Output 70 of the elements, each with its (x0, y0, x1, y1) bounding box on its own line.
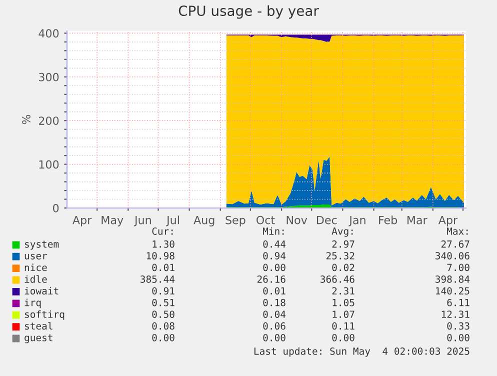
text: 0.00 (263, 264, 286, 272)
text: 0.06 (263, 322, 286, 330)
text: 0.00 (332, 334, 354, 342)
text: 398.84 (436, 275, 470, 283)
text: 366.46 (320, 275, 354, 283)
text: 0.00 (263, 334, 286, 342)
y-tick-label: 400 (38, 29, 59, 38)
text: 0.11 (332, 322, 354, 330)
text: Max: (446, 228, 468, 235)
x-tick-label: Sep (226, 216, 246, 226)
x-tick-label: Jan (348, 216, 366, 226)
text: Last update: Sun May 4 02:00:03 2025 (254, 347, 470, 357)
text: 12.31 (442, 310, 470, 318)
legend-label: softirq (25, 310, 64, 320)
y-tick-label: 100 (39, 160, 59, 169)
x-tick-label: Jun (134, 216, 151, 226)
text: Cur: (152, 227, 173, 235)
legend-label: steal (25, 322, 52, 330)
legend-label: idle (24, 275, 47, 283)
x-tick-label: Apr (72, 216, 92, 226)
text: 2.97 (332, 240, 354, 248)
text: 0.00 (152, 334, 174, 342)
text: 10.98 (146, 252, 174, 260)
text: 26.16 (257, 275, 286, 283)
text: 6.11 (447, 298, 470, 306)
legend-label: system (25, 240, 59, 250)
text: 1.30 (152, 240, 174, 248)
legend-label: user (24, 254, 48, 260)
y-tick-label: 200 (38, 116, 59, 125)
text: 0.04 (263, 310, 286, 318)
text: 340.06 (436, 252, 470, 260)
text: 0.01 (152, 264, 174, 272)
text: 0.01 (263, 287, 286, 295)
y-tick-label: 0 (53, 204, 59, 212)
legend-label: nice (24, 264, 47, 272)
text: 0.33 (447, 322, 470, 330)
text: 0.44 (263, 240, 286, 248)
x-tick-label: Nov (286, 216, 308, 224)
text: 2.31 (332, 287, 354, 295)
text: 0.18 (263, 298, 286, 306)
x-tick-label: Jul (166, 216, 179, 226)
text: 0.02 (332, 264, 354, 272)
text: 385.44 (140, 275, 175, 283)
x-tick-label: Mar (407, 216, 428, 224)
text: 25.32 (326, 252, 354, 260)
legend-label: guest (24, 334, 52, 344)
x-tick-label: Feb (379, 216, 398, 224)
text: 1.05 (332, 298, 354, 306)
x-tick-label: Aug (194, 216, 214, 226)
legend-label: irq (24, 298, 41, 308)
text: 0.08 (152, 322, 174, 330)
text: 1.07 (332, 310, 354, 318)
text: Min: (262, 227, 284, 235)
text: 0.94 (263, 252, 286, 260)
y-axis-title: % (22, 114, 30, 124)
text: 27.67 (441, 240, 470, 248)
x-tick-label: Apr (438, 216, 458, 226)
legend-label: iowait (24, 287, 58, 295)
text: 0.00 (447, 334, 470, 342)
y-tick-label: 300 (39, 72, 59, 82)
text: 0.50 (152, 310, 174, 318)
text: 140.25 (436, 287, 470, 295)
text: 0.91 (152, 287, 174, 295)
x-tick-label: Dec (316, 216, 337, 224)
x-tick-label: May (102, 216, 124, 226)
text: 7.00 (447, 264, 470, 272)
text: Avg: (332, 228, 353, 237)
text: 0.51 (152, 298, 174, 306)
chart-title: CPU usage - by year (178, 5, 319, 19)
x-tick-label: Oct (256, 216, 275, 224)
